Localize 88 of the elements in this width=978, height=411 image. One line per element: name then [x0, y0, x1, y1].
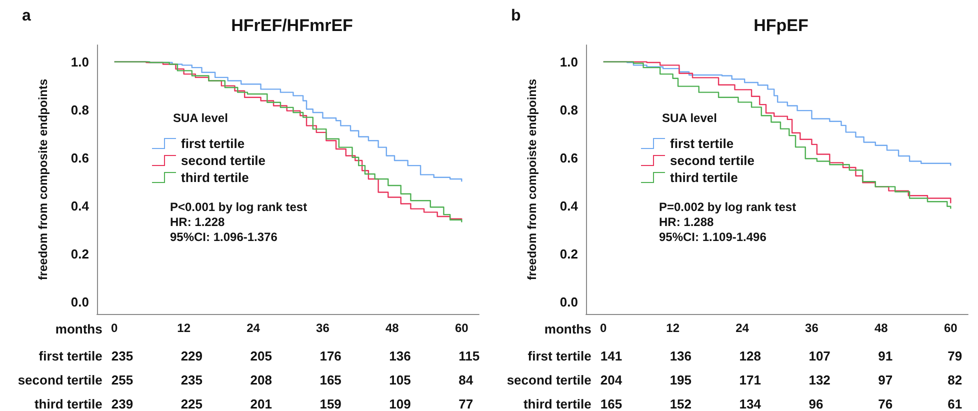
text: 176 [320, 348, 342, 364]
text: third tertile [523, 396, 592, 411]
text: 165 [320, 372, 342, 388]
y-axis-title: freedom from compoiste endpoints [525, 78, 539, 280]
text: 96 [808, 396, 824, 411]
text: 82 [948, 372, 962, 388]
x-axis-title: months [55, 322, 102, 336]
chart-title: HFpEF [754, 16, 808, 35]
x-tick-label: 0 [111, 321, 118, 335]
legend-label: second tertile [670, 153, 755, 168]
text: 136 [389, 348, 411, 364]
text: 171 [739, 372, 761, 388]
y-tick-label: 0.0 [70, 294, 89, 310]
x-tick-label: 36 [805, 321, 819, 335]
text: a [22, 8, 31, 24]
legend-title: SUA level [173, 111, 228, 125]
text: 141 [600, 348, 622, 364]
text: third tertile [34, 396, 102, 411]
text: 229 [180, 348, 203, 364]
y-tick-label: 0.2 [560, 246, 578, 262]
text: 84 [458, 372, 474, 388]
text: 201 [250, 396, 272, 411]
annotation: HR: 1.288 [659, 215, 714, 229]
y-axis-title: freedom from composite endpoints [36, 78, 50, 280]
legend-label: second tertile [181, 153, 266, 168]
x-tick-label: 24 [736, 321, 750, 335]
text: 91 [878, 348, 893, 364]
text: b [511, 8, 521, 24]
annotation: P<0.001 by log rank test [170, 200, 308, 214]
y-tick-label: 0.4 [70, 198, 90, 214]
text: 76 [878, 396, 893, 411]
y-tick-label: 0.4 [560, 198, 579, 214]
text: 128 [739, 348, 761, 364]
annotation: 95%CI: 1.096-1.376 [170, 230, 278, 244]
text: 109 [389, 396, 411, 411]
text: 165 [600, 396, 622, 411]
y-tick-label: 0.2 [70, 246, 89, 262]
y-tick-label: 0.6 [70, 150, 89, 166]
x-tick-label: 12 [666, 321, 680, 335]
text: first tertile [38, 348, 102, 364]
text: 235 [180, 372, 203, 388]
text: 107 [808, 348, 830, 364]
y-tick-label: 1.0 [560, 54, 578, 70]
x-tick-label: 12 [177, 321, 191, 335]
y-tick-label: 1.0 [70, 54, 89, 70]
x-tick-label: 60 [454, 321, 469, 335]
y-tick-label: 0.0 [560, 294, 578, 310]
chart-title: HFrEF/HFmrEF [231, 16, 353, 35]
text: 152 [670, 396, 692, 411]
text: 204 [600, 372, 623, 388]
x-tick-label: 48 [386, 321, 400, 335]
text: 136 [670, 348, 692, 364]
text: 97 [878, 372, 893, 388]
x-tick-label: 48 [874, 321, 888, 335]
text: 205 [250, 348, 272, 364]
legend-label: third tertile [181, 170, 249, 185]
text: 195 [670, 372, 692, 388]
annotation: 95%CI: 1.109-1.496 [659, 230, 767, 244]
legend-title: SUA level [662, 111, 717, 125]
text: 132 [808, 372, 830, 388]
text: 208 [250, 372, 272, 388]
legend-label: first tertile [670, 136, 734, 151]
x-tick-label: 60 [944, 321, 958, 335]
text: first tertile [528, 348, 592, 364]
text: second tertile [506, 372, 592, 388]
x-tick-label: 0 [600, 321, 608, 335]
text: 225 [180, 396, 203, 411]
text: 134 [739, 396, 762, 411]
text: 77 [458, 396, 474, 411]
text: 159 [320, 396, 342, 411]
text: 239 [111, 396, 134, 411]
annotation: P=0.002 by log rank test [659, 200, 796, 214]
x-tick-label: 24 [246, 321, 260, 335]
legend-label: first tertile [181, 136, 245, 151]
text: 115 [458, 348, 480, 364]
x-axis-title: months [544, 322, 592, 336]
text: 235 [111, 348, 134, 364]
y-tick-label: 0.8 [70, 102, 89, 118]
text: 255 [111, 372, 134, 388]
annotation: HR: 1.228 [170, 215, 226, 229]
y-tick-label: 0.6 [560, 150, 578, 166]
text: 61 [948, 396, 962, 411]
text: 105 [389, 372, 411, 388]
legend-label: third tertile [670, 170, 738, 185]
text: 79 [948, 348, 962, 364]
text: second tertile [18, 372, 102, 388]
x-tick-label: 36 [316, 321, 330, 335]
y-tick-label: 0.8 [560, 102, 578, 118]
